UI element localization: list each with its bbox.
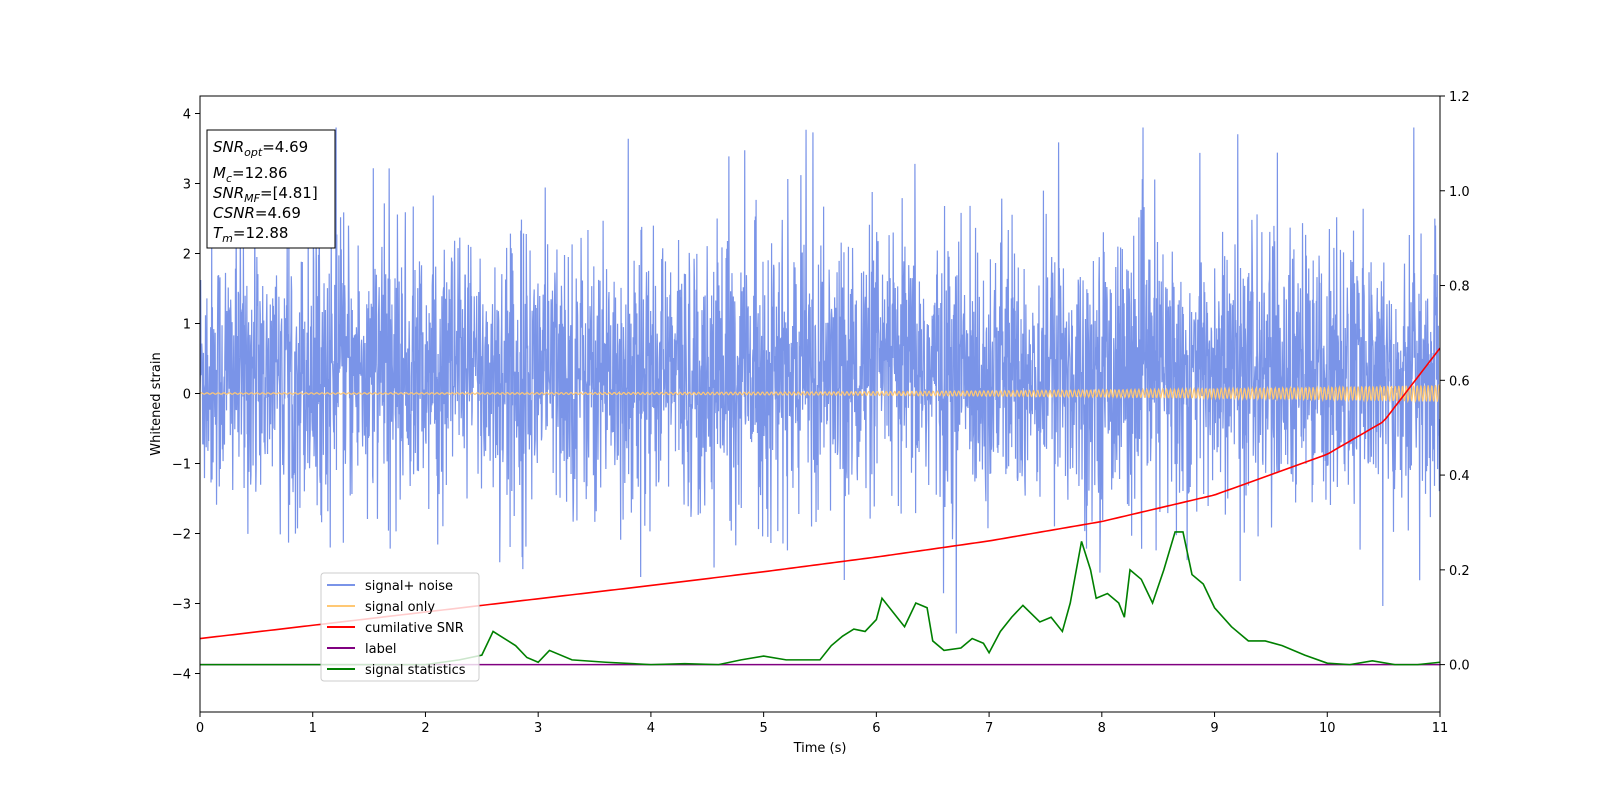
- y-left-tick-label: −1: [172, 458, 191, 473]
- legend-item: cumilative SNR: [327, 621, 464, 636]
- y-right-tick-label: 0.2: [1449, 564, 1470, 579]
- y-right-tick-label: 0.6: [1449, 374, 1470, 389]
- legend: signal+ noise signal only cumilative SNR la…: [320, 572, 480, 682]
- legend-label: cumilative SNR: [365, 621, 464, 636]
- y-left-tick-label: 2: [183, 248, 191, 263]
- series-signal-noise-line: [200, 127, 1440, 634]
- legend-label: signal+ noise: [365, 579, 453, 594]
- y-right-tick-label: 1.2: [1449, 90, 1470, 105]
- x-tick-label: 7: [985, 721, 993, 736]
- x-tick-label: 6: [872, 721, 880, 736]
- x-tick-label: 9: [1210, 721, 1218, 736]
- axes-frame: [199, 95, 1441, 713]
- x-tick-label: 5: [759, 721, 767, 736]
- y-left-tick-label: −2: [172, 528, 191, 543]
- y-left-tick-label: 0: [183, 388, 191, 403]
- y-left-tick-label: 3: [183, 178, 191, 193]
- x-tick-label: 8: [1098, 721, 1106, 736]
- y-left-tick-label: 1: [183, 318, 191, 333]
- y-left-tick-label: 4: [183, 108, 191, 123]
- legend-label: signal only: [365, 600, 435, 615]
- y-left-tick-label: −4: [172, 668, 191, 683]
- axis-ticks: 0 1 2 3 4 5 6 7 8 9 10 11 −4 −3 −2 −1 0 1 2 3 4 0.0 0.2 0.4 0.6 0…: [172, 90, 1470, 736]
- x-tick-label: 2: [421, 721, 429, 736]
- y-left-tick-label: −3: [172, 598, 191, 613]
- annotation-line: Tm=12.88: [213, 224, 288, 245]
- legend-label: signal statistics: [365, 663, 466, 678]
- annotation-line: SNRMF=[4.81]: [213, 184, 318, 205]
- legend-label: label: [365, 642, 396, 657]
- y-right-tick-label: 1.0: [1449, 185, 1470, 200]
- annotation-box: SNRopt=4.69 Mc=12.86SNRMF=[4.81]CSNR=4.69…: [206, 129, 336, 249]
- legend-frame: [320, 572, 480, 682]
- y-right-tick-label: 0.0: [1449, 659, 1470, 674]
- y-right-tick-label: 0.8: [1449, 280, 1470, 295]
- annotation-line: Mc=12.86: [213, 164, 288, 185]
- legend-item: label: [327, 642, 396, 657]
- y-axis-label: Whitened strain: [149, 352, 164, 455]
- x-tick-label: 11: [1432, 721, 1449, 736]
- legend-item: signal statistics: [327, 663, 466, 678]
- x-tick-label: 10: [1319, 721, 1336, 736]
- annotation-line: CSNR=4.69: [213, 204, 301, 222]
- annotation-line: SNRopt=4.69: [213, 138, 308, 159]
- series-signal-statistics-line: [200, 531, 1440, 666]
- y-right-tick-label: 0.4: [1449, 469, 1470, 484]
- legend-item: signal only: [327, 600, 435, 615]
- x-tick-label: 4: [647, 721, 655, 736]
- series-signal-only-line: [200, 383, 1440, 404]
- x-tick-label: 1: [309, 721, 317, 736]
- x-axis-label: Time (s): [793, 741, 847, 756]
- x-tick-label: 3: [534, 721, 542, 736]
- legend-item: signal+ noise: [327, 579, 453, 594]
- x-tick-label: 0: [196, 721, 204, 736]
- annotation-box-frame: [206, 129, 336, 249]
